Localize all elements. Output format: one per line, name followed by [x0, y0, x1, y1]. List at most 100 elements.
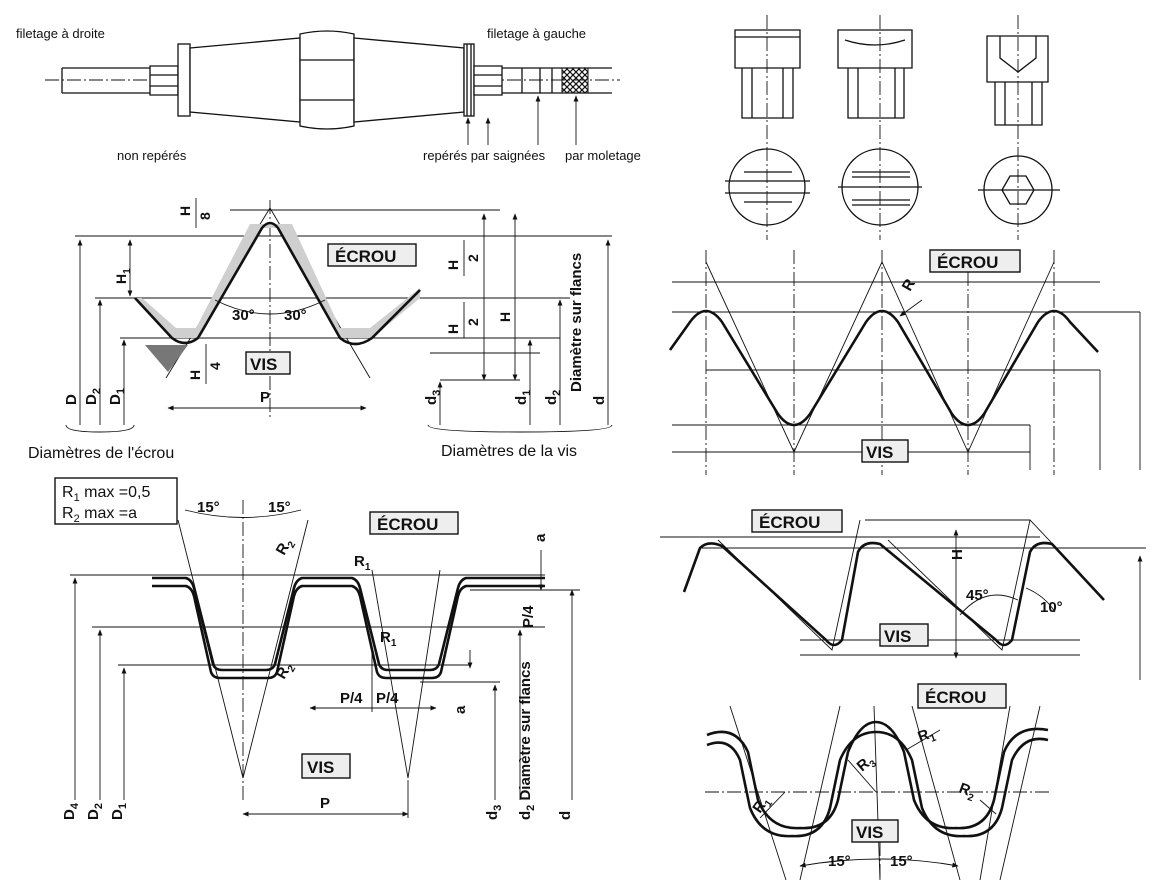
knuckle-nut-label: ÉCROU — [925, 688, 986, 707]
trap-D1-label: D1 — [109, 803, 129, 820]
slotted-head-slots — [725, 171, 810, 203]
round-r-leader — [899, 299, 923, 317]
h-over-2-top-den: 2 — [465, 254, 481, 262]
h-over-2-bot-num: H — [445, 324, 461, 334]
nut-diameters-label: Diamètres de l'écrou — [28, 445, 174, 462]
h-over-4-den: 4 — [207, 362, 223, 370]
knurled-band — [561, 67, 589, 94]
knuckle-screw-tag — [851, 819, 899, 843]
h-over-4-num: H — [187, 370, 203, 380]
iso-d1-label: d1 — [513, 390, 533, 405]
thread-hand-figure: filetage à droite filetage à gauche non … — [16, 26, 641, 163]
trap-a-bottom: a — [452, 705, 469, 714]
iso-profile-line — [134, 221, 421, 346]
h-over-2-top-num: H — [445, 260, 461, 270]
r1-max-text: R1 max =0,5 — [62, 484, 150, 504]
screw-diameters-brace — [427, 424, 613, 433]
h-over-8-num: H — [177, 206, 193, 216]
round-thread-figure: R ÉCROU VIS — [668, 249, 1141, 475]
iso-angle-arc — [214, 299, 326, 315]
iso-flank-diam-label: Diamètre sur flancs — [568, 253, 585, 392]
slotted-head-side — [734, 29, 801, 119]
trap-r1-top: R1 — [354, 553, 371, 573]
trap-angle-right: 15° — [268, 499, 291, 516]
trap-p4-vertical: P/4 — [520, 605, 537, 628]
iso-d3-label: d3 — [423, 390, 443, 405]
round-nut-label: ÉCROU — [937, 253, 998, 272]
knuckle-screw-label: VIS — [856, 823, 883, 842]
trap-D2-label: D2 — [85, 803, 105, 820]
round-nut-tag — [929, 249, 1021, 273]
left-collar — [177, 43, 191, 117]
buttress-angle-45: 45° — [966, 587, 989, 604]
iso-d-label: d — [591, 396, 608, 405]
iso-H-label: H — [497, 312, 513, 322]
iso-thread-figure: 30° 30° ÉCROU VIS H 8 H 4 H 2 H 2 H H1 P — [28, 198, 613, 462]
unmarked-label: non repérés — [117, 148, 187, 163]
buttress-H-label: H — [949, 549, 966, 560]
iso-angle-left: 30° — [232, 307, 255, 324]
h-over-8-den: 8 — [197, 212, 213, 220]
trap-nut-label: ÉCROU — [377, 515, 438, 534]
knuckle-r1-top-leader — [905, 729, 941, 751]
trap-profile-screw — [152, 584, 545, 680]
knuckle-angle-left: 15° — [828, 853, 851, 870]
turnbuckle-body-left — [189, 37, 301, 123]
knurl-label: par moletage — [565, 148, 641, 163]
buttress-construction-top — [865, 519, 1083, 576]
left-hand-thread-label: filetage à gauche — [487, 26, 586, 41]
knuckle-profile-screw — [706, 730, 1049, 838]
knuckle-angle-right: 15° — [890, 853, 913, 870]
trap-r2-bottom: R2 — [273, 659, 299, 684]
h-over-2-bot-den: 2 — [465, 318, 481, 326]
iso-pitch-label: P — [260, 389, 270, 406]
round-screw-tag — [861, 439, 909, 463]
iso-H1-label: H1 — [113, 268, 133, 284]
left-lock-nut — [149, 65, 179, 96]
trap-angle-arc — [184, 509, 302, 518]
right-collar — [463, 43, 475, 117]
iso-D2-label: D2 — [83, 388, 103, 405]
trap-screw-label: VIS — [307, 758, 334, 777]
iso-screw-tag — [245, 351, 291, 375]
trap-d3-label: d3 — [484, 805, 504, 820]
buttress-screw-label: VIS — [884, 627, 911, 646]
buttress-thread-figure: H 45° 10° ÉCROU VIS — [660, 509, 1146, 680]
buttress-angle-10: 10° — [1040, 599, 1063, 616]
knuckle-r1-left-leader — [759, 791, 786, 819]
nut-diameters-brace — [65, 424, 135, 433]
iso-screw-label: VIS — [250, 355, 277, 374]
trap-flank-diam-label: d2 Diamètre sur flancs — [517, 661, 537, 820]
iso-D1-label: D1 — [107, 388, 127, 405]
trap-p4-right: P/4 — [376, 690, 399, 707]
trap-r1-bottom: R1 — [380, 629, 397, 649]
trap-angle-left: 15° — [197, 499, 220, 516]
nut-shading — [135, 224, 420, 338]
left-rod — [61, 67, 150, 94]
trapezoidal-thread-figure: R1 max =0,5 R2 max =a 15° 15° R2 R1 R1 R… — [54, 477, 580, 820]
trap-pitch-label: P — [320, 795, 330, 812]
buttress-angle-arcs — [959, 587, 1056, 616]
buttress-nut-tag — [751, 509, 843, 533]
trap-a-top: a — [532, 533, 549, 542]
round-r-label: R — [899, 276, 919, 294]
knuckle-r2-label: R2 — [956, 780, 979, 805]
trap-profile-nut — [152, 576, 545, 672]
right-hand-thread-label: filetage à droite — [16, 26, 105, 41]
iso-angle-right: 30° — [284, 307, 307, 324]
trap-d-label: d — [557, 811, 574, 820]
buttress-screw-tag — [879, 623, 929, 647]
round-screw-label: VIS — [866, 443, 893, 462]
grooves-label: repérés par saignées — [423, 148, 546, 163]
socket-head-side — [986, 35, 1049, 126]
trap-construction-v-2 — [371, 569, 441, 779]
buttress-nut-label: ÉCROU — [759, 513, 820, 532]
turnbuckle-body-right — [353, 37, 465, 123]
screw-heads-figure — [725, 15, 1060, 240]
radius-limits-box — [54, 477, 178, 525]
cross-head-side — [837, 29, 913, 119]
buttress-profile-line — [682, 541, 1105, 647]
iso-nut-tag — [327, 243, 417, 267]
trap-D4-label: D4 — [61, 802, 81, 820]
